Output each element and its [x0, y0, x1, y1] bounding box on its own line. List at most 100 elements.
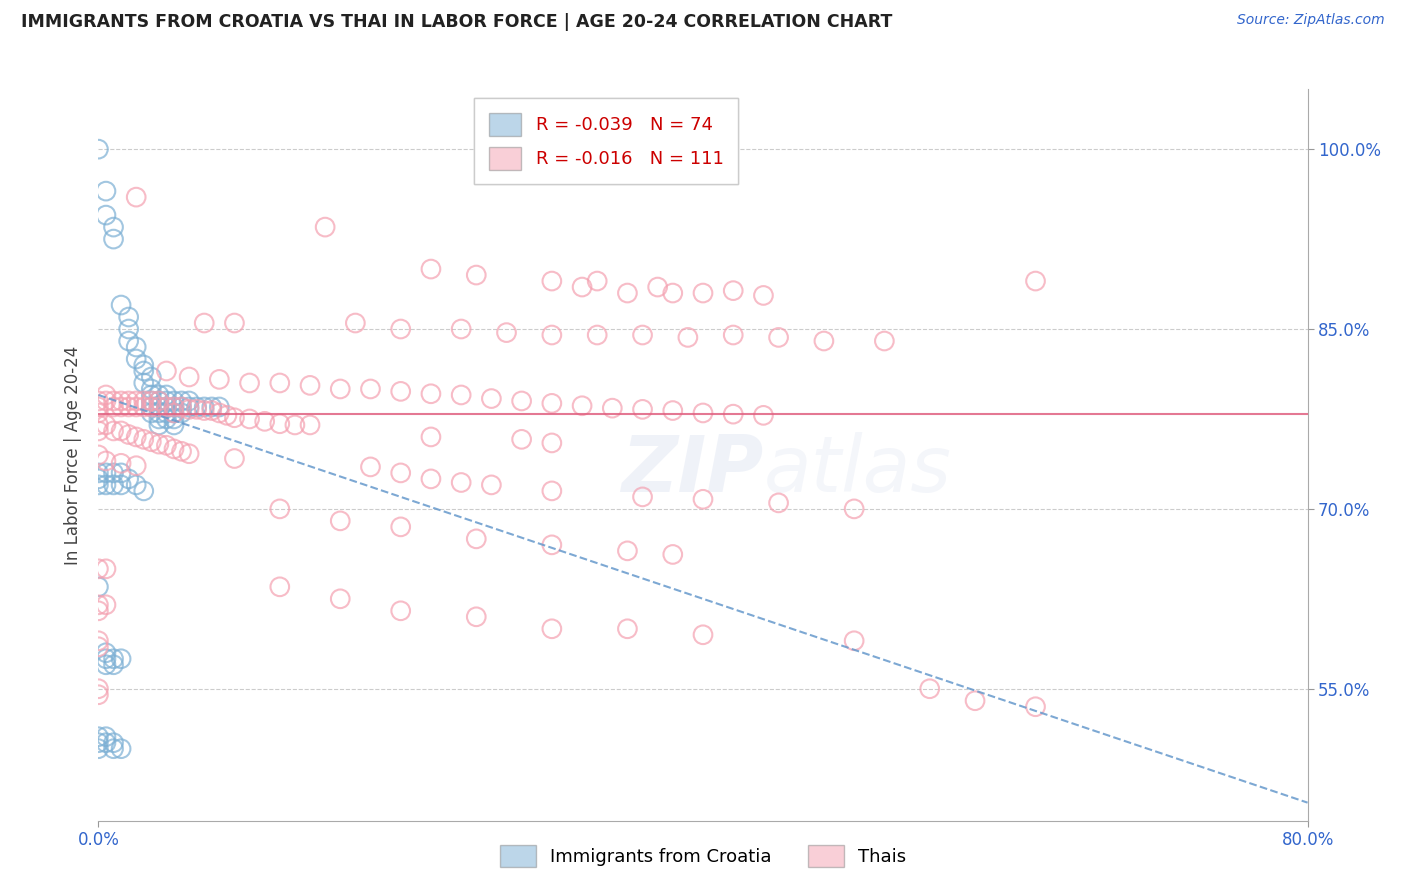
Point	[141, 406, 163, 420]
Point	[141, 394, 163, 409]
Point	[269, 580, 291, 594]
Point	[177, 402, 201, 417]
Point	[481, 478, 503, 492]
Point	[94, 730, 117, 744]
Point	[193, 400, 215, 414]
Point	[193, 403, 215, 417]
Point	[208, 372, 231, 386]
Point	[389, 466, 412, 480]
Point	[329, 514, 352, 528]
Point	[389, 604, 412, 618]
Point	[87, 478, 110, 492]
Point	[110, 741, 132, 756]
Point	[465, 268, 488, 282]
Point	[132, 433, 155, 447]
Point	[103, 400, 125, 414]
Point	[329, 382, 352, 396]
Point	[103, 394, 125, 409]
Point	[419, 430, 441, 444]
Point	[813, 334, 835, 348]
Point	[103, 466, 125, 480]
Point	[177, 394, 201, 409]
Point	[389, 384, 412, 399]
Point	[155, 400, 177, 414]
Point	[125, 351, 148, 366]
Point	[94, 454, 117, 468]
Point	[1024, 699, 1046, 714]
Point	[148, 412, 170, 426]
Point	[125, 478, 148, 492]
Point	[148, 394, 170, 409]
Point	[87, 736, 110, 750]
Point	[170, 400, 193, 414]
Point	[586, 328, 609, 343]
Point	[110, 298, 132, 312]
Point	[148, 417, 170, 432]
Point	[163, 406, 186, 420]
Point	[844, 501, 866, 516]
Point	[132, 358, 155, 372]
Point	[224, 316, 246, 330]
Point	[118, 394, 141, 409]
Point	[103, 220, 125, 235]
Point	[148, 406, 170, 420]
Point	[631, 328, 654, 343]
Point	[768, 496, 790, 510]
Point	[132, 376, 155, 390]
Point	[253, 414, 276, 428]
Point	[103, 657, 125, 672]
Point	[132, 483, 155, 498]
Point	[360, 382, 382, 396]
Point	[631, 402, 654, 417]
Text: Source: ZipAtlas.com: Source: ZipAtlas.com	[1237, 13, 1385, 28]
Point	[329, 591, 352, 606]
Point	[94, 208, 117, 222]
Point	[148, 437, 170, 451]
Point	[103, 478, 125, 492]
Point	[224, 410, 246, 425]
Point	[87, 400, 110, 414]
Point	[768, 330, 790, 344]
Text: atlas: atlas	[763, 432, 952, 508]
Point	[419, 472, 441, 486]
Point	[721, 328, 744, 343]
Point	[87, 448, 110, 462]
Point	[269, 376, 291, 390]
Point	[87, 424, 110, 438]
Point	[239, 412, 262, 426]
Point	[692, 286, 714, 301]
Point	[163, 400, 186, 414]
Point	[87, 394, 110, 409]
Point	[208, 406, 231, 420]
Point	[148, 400, 170, 414]
Point	[141, 400, 163, 414]
Point	[118, 472, 141, 486]
Point	[389, 520, 412, 534]
Point	[692, 406, 714, 420]
Point	[87, 466, 110, 480]
Point	[844, 633, 866, 648]
Point	[269, 501, 291, 516]
Point	[239, 376, 262, 390]
Point	[87, 580, 110, 594]
Point	[661, 548, 683, 562]
Point	[125, 190, 148, 204]
Point	[125, 394, 148, 409]
Point	[103, 652, 125, 666]
Point	[110, 478, 132, 492]
Point	[465, 532, 488, 546]
Point	[155, 364, 177, 378]
Point	[110, 400, 132, 414]
Point	[692, 628, 714, 642]
Point	[94, 478, 117, 492]
Point	[540, 538, 562, 552]
Point	[873, 334, 896, 348]
Point	[450, 388, 472, 402]
Legend: Immigrants from Croatia, Thais: Immigrants from Croatia, Thais	[492, 838, 914, 874]
Point	[87, 640, 110, 654]
Point	[163, 400, 186, 414]
Text: ZIP: ZIP	[621, 432, 763, 508]
Point	[450, 475, 472, 490]
Point	[103, 232, 125, 246]
Point	[94, 466, 117, 480]
